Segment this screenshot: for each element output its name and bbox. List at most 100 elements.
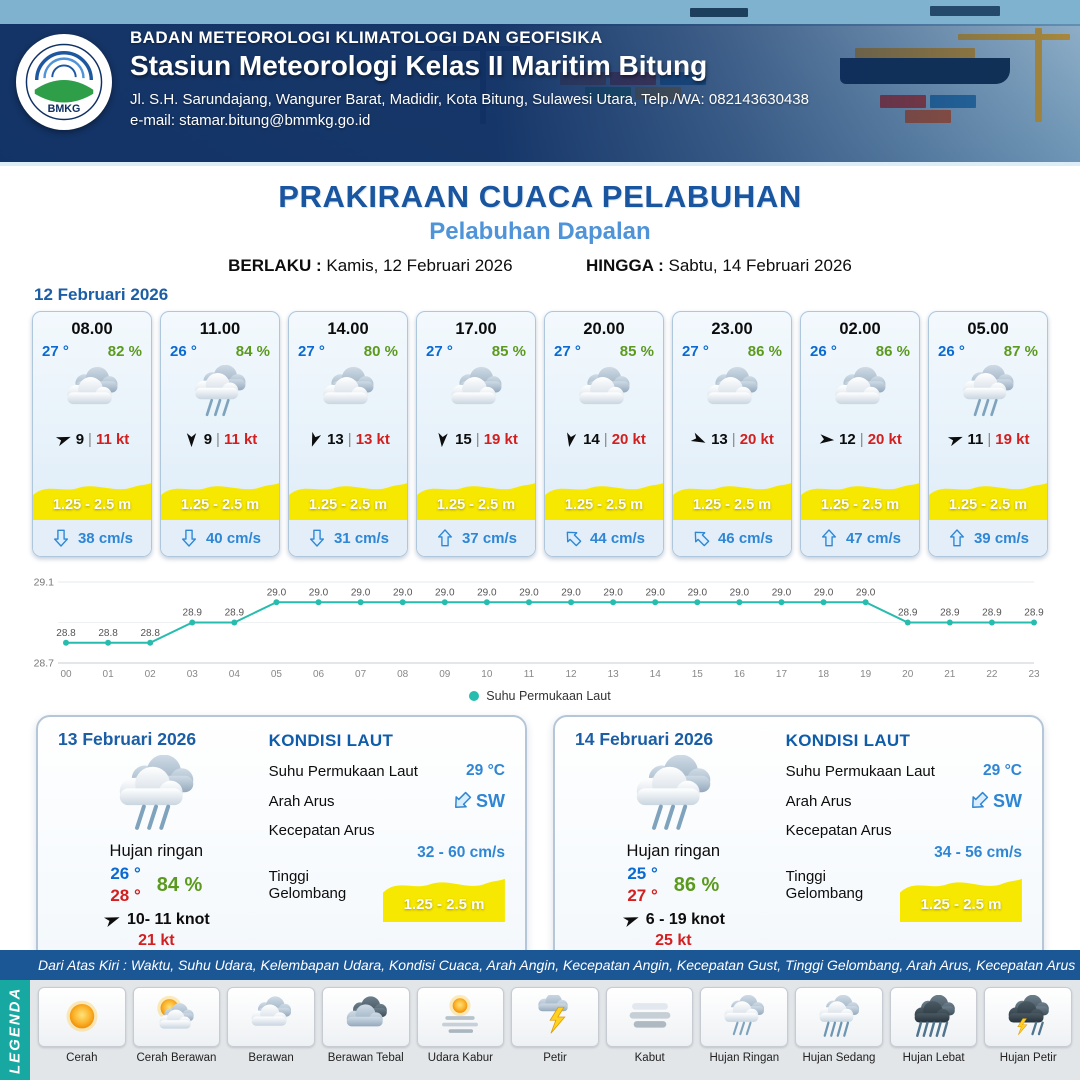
- legend-item: Hujan Petir: [984, 987, 1073, 1064]
- svg-text:28.9: 28.9: [898, 608, 918, 619]
- wind-speed: 9: [75, 430, 85, 448]
- wave-shape-icon: [417, 483, 535, 520]
- wave-shape-icon: [383, 878, 505, 922]
- svg-text:02: 02: [145, 669, 157, 680]
- air-temp: 26 °: [170, 343, 197, 360]
- current-direction-icon: [51, 528, 71, 548]
- kabut-icon: [629, 1003, 671, 1028]
- svg-text:28.9: 28.9: [982, 608, 1002, 619]
- wind-row: 14 | 20 kt: [545, 424, 663, 454]
- wind-gust: 20 kt: [739, 430, 774, 448]
- legend-weather-icon: [605, 987, 694, 1047]
- weather-icon: [417, 362, 535, 424]
- sst-row: Suhu Permukaan Laut 29 °C: [269, 762, 505, 780]
- current-speed: 37 cm/s: [461, 529, 518, 547]
- weather-icon: [161, 362, 279, 424]
- weather-icon: [673, 362, 791, 424]
- wind-row: 13 | 20 kt: [673, 424, 791, 454]
- wind-direction-icon: [817, 430, 835, 448]
- legend-weather-icon: [700, 987, 789, 1047]
- wave-height: 1.25 - 2.5 m: [948, 497, 1028, 513]
- bmkg-logo-graphic: BMKG: [25, 43, 103, 121]
- wave-height-value: 1.25 - 2.5 m: [403, 896, 485, 913]
- hujan-ringan-icon: [724, 995, 765, 1036]
- wind-speed: 15: [455, 430, 472, 448]
- legend-item: Hujan Lebat: [889, 987, 978, 1064]
- legend-item: Cerah: [38, 987, 126, 1064]
- daily-wind-range: 10- 11 knot: [126, 911, 210, 928]
- svg-text:10: 10: [481, 669, 493, 680]
- wave-height: 1.25 - 2.5 m: [436, 497, 516, 513]
- header-overlay: [0, 24, 1080, 162]
- daily-wind-gust: 25 kt: [655, 932, 692, 949]
- sst-label: Suhu Permukaan Laut: [268, 762, 418, 780]
- svg-text:05: 05: [271, 669, 283, 680]
- sea-conditions-title: KONDISI LAUT: [268, 731, 394, 750]
- wind-speed: 13: [327, 430, 344, 448]
- wave-height-badge: 1.25 - 2.5 m: [383, 868, 505, 922]
- current-speed-row: Kecepatan Arus 32 - 60 cm/s: [269, 822, 505, 862]
- current-speed-value: 32 - 60 cm/s: [417, 844, 505, 861]
- daily-wind-gust: 21 kt: [138, 932, 175, 949]
- svg-text:29.0: 29.0: [351, 587, 371, 598]
- legend-weather-icon: [416, 987, 505, 1047]
- wind-direction-icon: [687, 428, 710, 451]
- cerah-berawan-icon: [157, 995, 195, 1029]
- current-direction-icon: [947, 528, 967, 548]
- wind-row: 9 | 11 kt: [33, 424, 151, 454]
- daily-row: 13 Februari 2026 Hujan ringan 26 ° 28 ° …: [0, 715, 1080, 963]
- daily-wind-range: 6 - 19 knot: [645, 911, 725, 928]
- svg-text:29.0: 29.0: [561, 587, 581, 598]
- wave-height-band: 1.25 - 2.5 m: [161, 474, 279, 520]
- wind-speed: 13: [711, 430, 728, 448]
- svg-text:28.9: 28.9: [183, 608, 203, 619]
- svg-text:14: 14: [650, 669, 662, 680]
- current-direction-icon: [819, 528, 839, 548]
- svg-text:29.0: 29.0: [772, 587, 792, 598]
- current-direction-value: SW: [476, 790, 505, 811]
- humidity: 85 %: [619, 343, 654, 360]
- wind-direction-icon: [304, 428, 326, 450]
- legend-label: Berawan Tebal: [327, 1052, 404, 1064]
- petir-icon: [538, 995, 568, 1034]
- current-direction-label: Arah Arus: [268, 792, 335, 810]
- forecast-time: 14.00: [327, 320, 369, 338]
- current-row: 46 cm/s: [673, 520, 791, 556]
- wind-direction-icon: [433, 430, 451, 448]
- legend-weather-icon: [132, 987, 221, 1047]
- svg-text:28.8: 28.8: [140, 628, 160, 639]
- wind-direction-icon: [944, 428, 966, 450]
- hujan-lebat-icon: [914, 995, 955, 1037]
- wind-speed: 12: [839, 430, 856, 448]
- daily-date: 14 Februari 2026: [575, 729, 714, 749]
- forecast-row: 08.00 27 ° 82 % 9 | 11 kt 1.25 - 2.5 m 3…: [0, 311, 1080, 557]
- legend-label: Petir: [543, 1052, 567, 1064]
- wind-row: 11 | 19 kt: [929, 424, 1047, 454]
- daily-wind-direction-icon: [619, 908, 642, 931]
- svg-text:06: 06: [313, 669, 325, 680]
- current-row: 44 cm/s: [545, 520, 663, 556]
- wave-height-band: 1.25 - 2.5 m: [545, 474, 663, 520]
- legend-label: Berawan: [248, 1052, 294, 1064]
- current-direction-icon: [559, 524, 587, 552]
- wave-height: 1.25 - 2.5 m: [820, 497, 900, 513]
- wave-height-row: Tinggi Gelombang 1.25 - 2.5 m: [269, 868, 505, 922]
- legend-weather-icon: [984, 987, 1073, 1047]
- forecast-card: 11.00 26 ° 84 % 9 | 11 kt 1.25 - 2.5 m 4…: [160, 311, 280, 557]
- berawan-icon: [451, 366, 502, 405]
- udara-kabur-icon: [442, 995, 479, 1033]
- separator: |: [859, 430, 864, 448]
- svg-text:29.0: 29.0: [814, 587, 834, 598]
- wave-shape-icon: [673, 483, 791, 520]
- svg-text:08: 08: [397, 669, 409, 680]
- wind-gust: 19 kt: [995, 430, 1030, 448]
- wave-height-row: Tinggi Gelombang 1.25 - 2.5 m: [786, 868, 1022, 922]
- svg-text:01: 01: [103, 669, 115, 680]
- svg-text:23: 23: [1028, 669, 1040, 680]
- separator: |: [475, 430, 480, 448]
- daily-forecast-card: 13 Februari 2026 Hujan ringan 26 ° 28 ° …: [36, 715, 527, 963]
- current-speed: 31 cm/s: [333, 529, 390, 547]
- current-direction-label: Arah Arus: [785, 792, 852, 810]
- forecast-time: 08.00: [71, 320, 113, 338]
- current-direction-icon: [687, 524, 715, 552]
